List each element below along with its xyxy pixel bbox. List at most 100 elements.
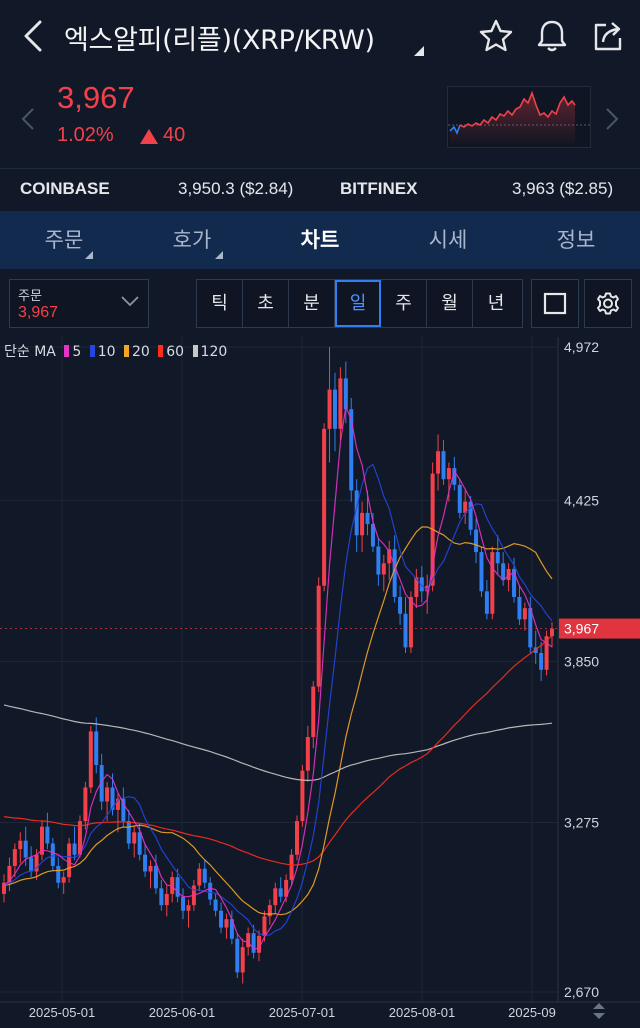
candle-body bbox=[148, 865, 153, 872]
candle-body bbox=[528, 608, 533, 648]
candlestick-chart[interactable]: 4,972 4,425 3,850 3,275 2,670 3,967 2025-05-01… bbox=[0, 337, 640, 1024]
candle-body bbox=[143, 854, 148, 872]
candle-body bbox=[365, 512, 370, 525]
candle-body bbox=[474, 529, 479, 553]
candle-body bbox=[446, 468, 451, 480]
ma60-line bbox=[3, 635, 553, 866]
candle-body bbox=[332, 389, 337, 429]
price-chart[interactable]: 4,972 4,425 3,850 3,275 2,670 3,967 2025-05-01… bbox=[0, 337, 640, 1024]
share-icon[interactable] bbox=[590, 18, 626, 54]
candle-body bbox=[354, 490, 359, 536]
candle-body bbox=[229, 919, 234, 939]
candle-body bbox=[164, 893, 169, 906]
tab-info[interactable]: 정보 bbox=[556, 228, 596, 252]
x-tick-label: 2025-08-01 bbox=[389, 1005, 456, 1020]
y-tick-label: 2,670 bbox=[564, 984, 599, 1000]
star-icon[interactable] bbox=[478, 18, 514, 54]
back-icon[interactable] bbox=[18, 18, 48, 54]
candle-body bbox=[137, 832, 142, 855]
chevron-right-icon[interactable] bbox=[604, 106, 620, 132]
exchange-comparison: COINBASE 3,950.3 ($2.84) BITFINEX 3,963 … bbox=[0, 169, 640, 211]
period-day[interactable]: 일 bbox=[335, 280, 381, 327]
candle-body bbox=[522, 608, 527, 620]
dropdown-corner-icon bbox=[215, 251, 223, 259]
candle-body bbox=[83, 787, 88, 822]
candle-body bbox=[398, 596, 403, 614]
candle-body bbox=[39, 826, 44, 855]
candle-body bbox=[512, 568, 517, 597]
y-tick-label: 4,425 bbox=[564, 492, 599, 508]
period-minute[interactable]: 분 bbox=[289, 280, 335, 327]
tab-orderbook[interactable]: 호가 bbox=[172, 228, 212, 252]
exchange-name: BITFINEX bbox=[340, 179, 418, 198]
legend-ma20: 20 bbox=[131, 344, 150, 360]
fullscreen-button[interactable] bbox=[531, 279, 579, 328]
candle-body bbox=[550, 628, 554, 637]
page-title[interactable]: 엑스알피(리플)(XRP/KRW) bbox=[64, 25, 375, 56]
tab-market-price[interactable]: 시세 bbox=[428, 228, 468, 252]
candle-body bbox=[61, 877, 66, 883]
chevron-down-icon bbox=[121, 296, 139, 307]
ma-legend: 단순 MA 5 10 20 60 120 bbox=[4, 341, 227, 361]
ma5-line bbox=[3, 404, 553, 950]
tab-chart[interactable]: 차트 bbox=[300, 228, 340, 252]
candle-body bbox=[544, 636, 549, 670]
ma10-line bbox=[3, 463, 553, 937]
legend-ma120: 120 bbox=[200, 344, 228, 360]
candle-body bbox=[132, 832, 137, 844]
current-price-tag bbox=[559, 618, 640, 639]
candle-body bbox=[34, 854, 39, 872]
period-year[interactable]: 년 bbox=[487, 293, 505, 314]
mini-sparkline-chart[interactable] bbox=[447, 86, 591, 148]
legend-swatch-ma120 bbox=[192, 345, 198, 357]
settings-button[interactable] bbox=[584, 279, 632, 328]
order-label: 주문 bbox=[18, 289, 42, 304]
candle-body bbox=[414, 577, 419, 597]
candle-body bbox=[208, 882, 213, 900]
candle-body bbox=[175, 877, 180, 897]
candle-body bbox=[29, 857, 34, 872]
period-tick[interactable]: 틱 bbox=[197, 280, 243, 327]
candle-body bbox=[343, 378, 348, 410]
chevron-left-icon[interactable] bbox=[20, 106, 36, 132]
period-second[interactable]: 초 bbox=[243, 280, 289, 327]
candle-body bbox=[289, 854, 294, 880]
candle-body bbox=[262, 916, 267, 936]
candle-body bbox=[7, 865, 12, 883]
tab-order[interactable]: 주문 bbox=[44, 228, 84, 252]
change-amount: 40 bbox=[163, 124, 186, 146]
candle-body bbox=[408, 596, 413, 648]
scroll-up-icon bbox=[593, 1003, 605, 1009]
candle-body bbox=[67, 843, 72, 878]
candle-body bbox=[300, 770, 305, 822]
candle-body bbox=[94, 731, 99, 766]
candle-body bbox=[235, 938, 240, 973]
candle-body bbox=[219, 910, 224, 928]
bell-icon[interactable] bbox=[534, 18, 570, 54]
period-week[interactable]: 주 bbox=[381, 280, 427, 327]
candle-body bbox=[338, 378, 343, 429]
candle-body bbox=[495, 552, 500, 564]
candle-body bbox=[110, 787, 115, 810]
x-tick-label: 2025-05-01 bbox=[29, 1005, 96, 1020]
candle-body bbox=[159, 888, 164, 906]
order-button[interactable]: 주문 3,967 bbox=[9, 279, 149, 328]
candle-body bbox=[202, 868, 207, 883]
caret-down-icon[interactable] bbox=[414, 46, 424, 56]
candle-body bbox=[441, 451, 446, 480]
candle-body bbox=[539, 652, 544, 670]
candle-body bbox=[457, 484, 462, 513]
up-triangle-icon bbox=[140, 129, 158, 144]
candle-body bbox=[72, 843, 77, 855]
candle-body bbox=[501, 563, 506, 581]
candle-body bbox=[267, 905, 272, 917]
candle-body bbox=[436, 451, 441, 474]
candle-body bbox=[484, 591, 489, 614]
period-month[interactable]: 월 bbox=[427, 280, 473, 327]
y-tick-label: 3,275 bbox=[564, 814, 599, 830]
candle-body bbox=[381, 563, 386, 575]
legend-swatch-ma20 bbox=[123, 345, 129, 357]
candle-body bbox=[360, 512, 365, 536]
candle-body bbox=[392, 549, 397, 597]
candle-body bbox=[403, 613, 408, 648]
